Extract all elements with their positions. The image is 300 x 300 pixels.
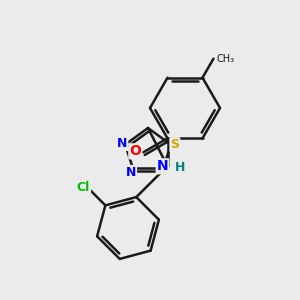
Text: Cl: Cl — [77, 181, 90, 194]
Text: O: O — [129, 144, 141, 158]
Text: S: S — [170, 138, 179, 151]
Text: H: H — [175, 161, 185, 174]
Text: N: N — [117, 137, 128, 150]
Text: N: N — [126, 166, 136, 179]
Text: N: N — [157, 159, 168, 173]
Text: CH₃: CH₃ — [217, 54, 235, 64]
